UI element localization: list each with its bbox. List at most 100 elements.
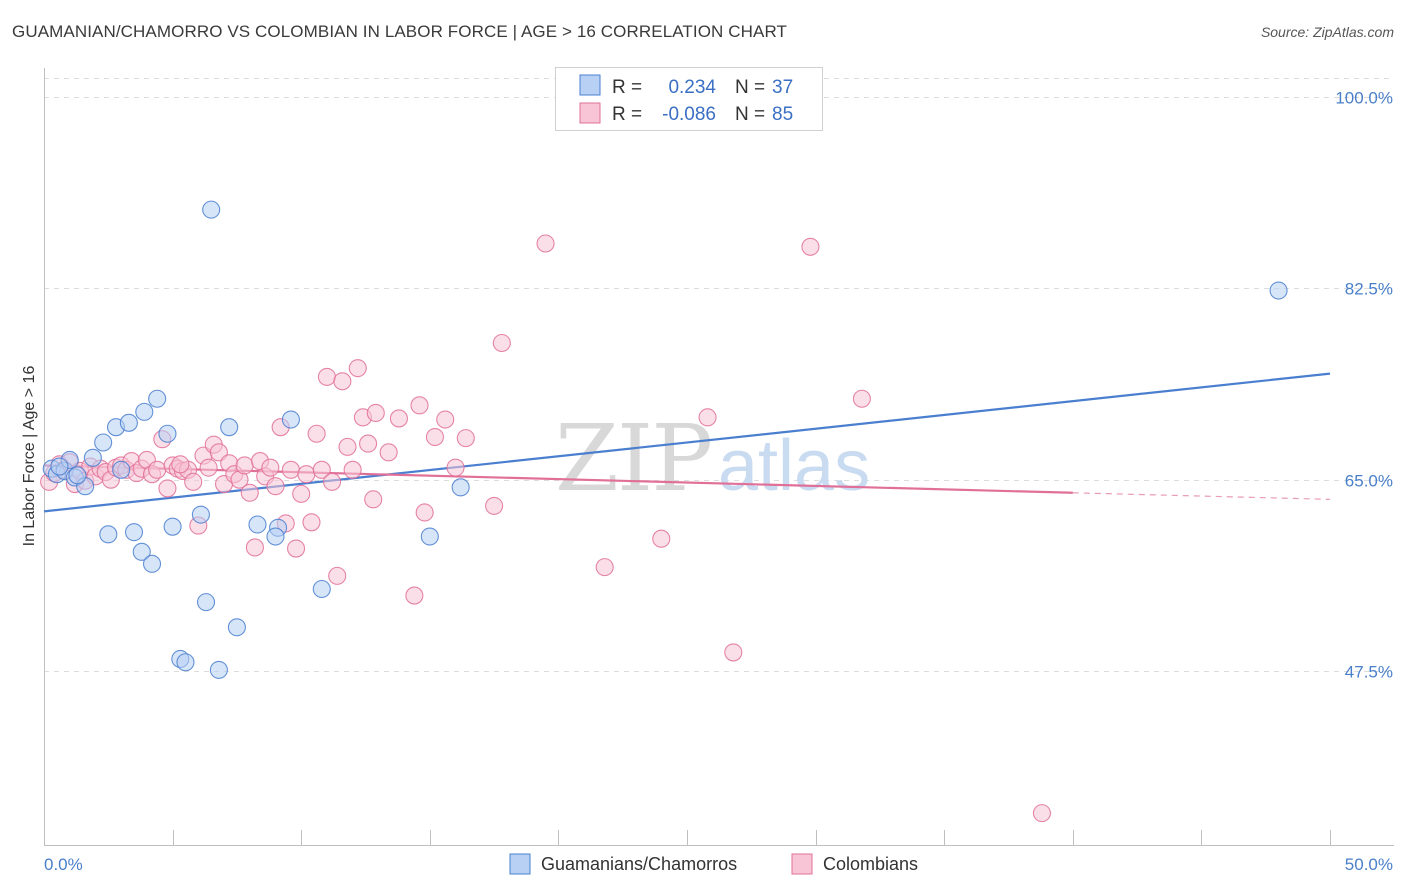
colombian-point [245,538,264,557]
colombian-point [199,458,218,477]
colombian-point [158,479,177,498]
colombian-point [379,443,398,462]
chart-title: GUAMANIAN/CHAMORRO VS COLOMBIAN IN LABOR… [12,22,788,41]
guamanian-point [227,618,246,637]
colombian-point [287,539,306,558]
guamanian-point [176,653,195,672]
guamanian-point [266,527,285,546]
colombian-point [240,483,259,502]
guamanian-point [124,523,144,542]
legend-swatch-colombian [579,102,601,124]
guamanian-point [94,433,113,452]
colombian-point [343,460,362,479]
guamanian-point [68,466,87,485]
y-tick-label: 65.0% [1345,472,1393,491]
guamanian-point [451,478,470,497]
legend-n-label-1: N = [735,77,765,98]
legend-n-value-1: 37 [772,77,793,98]
guamanian-point [99,525,118,544]
x-axis-ticks [173,830,1331,846]
colombian-point [724,643,743,662]
colombian-point [312,460,331,479]
colombian-point [148,460,167,479]
colombian-point [281,460,300,479]
guamanian-point [112,460,131,479]
colombian-point [389,409,408,428]
colombian-point [323,472,342,491]
colombian-point [261,458,280,477]
series-legend-label-colombian: Colombians [823,854,918,874]
colombian-point [184,472,203,491]
guamanian-point [202,200,221,219]
guamanian-point [312,579,331,599]
y-tick-label: 47.5% [1345,663,1393,682]
watermark-zip: ZIP [555,405,711,512]
guamanian-point [158,424,177,443]
colombian-point [1032,804,1051,823]
colombian-point [317,367,336,386]
gridlines [44,78,1394,672]
guamanian-point [83,448,102,467]
guamanian-point [50,457,69,476]
colombian-point [415,503,434,522]
x-tick-label-max: 50.0% [1345,855,1393,874]
guamanian-point [148,389,167,408]
colombian-point [456,429,475,448]
colombian-point [292,484,311,503]
guamanian-point [281,410,300,429]
series-legend: Guamanians/Chamorros Colombians [509,853,918,875]
guamanian-point [163,517,182,536]
colombian-point [366,403,385,423]
guamanian-point [196,593,216,612]
legend-r-label-1: R = [612,77,642,98]
legend-n-label-2: N = [735,104,765,125]
colombian-point [801,237,820,256]
guamanian-point [209,660,228,679]
guamanian-point [119,413,138,432]
chart-source: Source: ZipAtlas.com [1260,24,1394,40]
guamanian-point [420,527,439,546]
colombian-point [302,513,321,532]
legend-r-label-2: R = [612,104,642,125]
guamanian-point [142,554,162,573]
guamanian-trend-line [43,372,1331,513]
guamanian-point [191,505,210,524]
guamanian-point [220,418,239,437]
colombian-point [348,359,367,378]
colombian-point [595,558,614,577]
guamanian-point [248,515,267,534]
y-axis-tick-labels: 47.5% 65.0% 82.5% 100.0% [1335,89,1393,682]
series-legend-swatch-guamanian [509,853,531,875]
guamanian-point [135,402,154,421]
colombian-point [652,529,671,548]
colombian-point [364,490,383,509]
colombian-point [492,333,511,353]
colombian-trend-extension [1072,492,1331,500]
watermark-atlas: atlas [718,426,870,506]
colombian-point [536,234,555,253]
series-legend-swatch-colombian [791,853,813,875]
colombian-point [698,408,717,427]
colombian-point [297,465,316,484]
y-tick-label: 100.0% [1335,89,1393,108]
y-tick-label: 82.5% [1345,280,1393,299]
colombian-point [425,427,444,447]
colombian-point [235,456,254,475]
data-points [40,200,1288,823]
guamanian-point [132,542,151,561]
colombian-point [266,477,285,496]
colombian-point [333,372,352,391]
colombian-point [852,389,871,408]
legend-n-value-2: 85 [772,104,793,125]
guamanian-point [1269,281,1288,300]
colombian-point [171,455,190,474]
colombian-point [410,396,429,415]
colombian-point [328,566,347,585]
legend-swatch-guamanian [579,74,601,96]
colombian-point [446,458,465,477]
colombian-point [485,496,504,515]
colombian-point [405,586,424,605]
stats-legend: R = 0.234 N = 37 R = -0.086 N = 85 [555,67,823,131]
legend-r-value-1: 0.234 [668,77,716,98]
